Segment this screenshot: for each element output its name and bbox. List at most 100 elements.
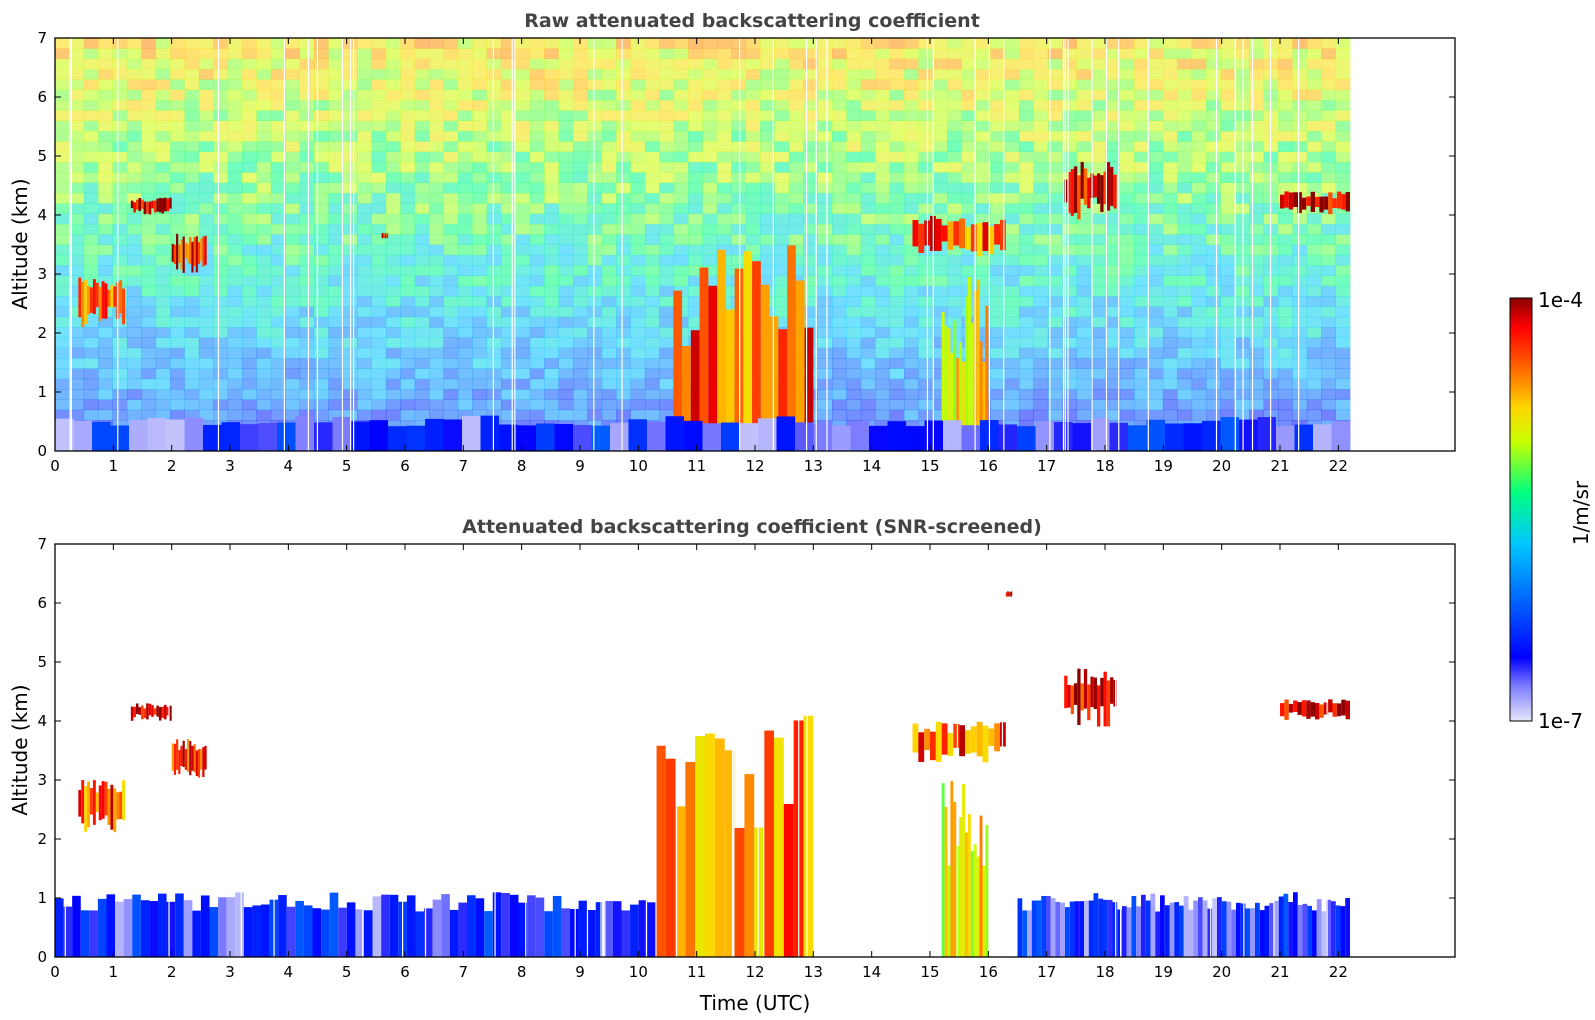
- heatmap-cell: [529, 79, 545, 91]
- heatmap-cell: [1004, 234, 1020, 245]
- heatmap-cell: [1162, 68, 1178, 80]
- heatmap-cell: [1292, 244, 1308, 256]
- heatmap-cell: [1292, 316, 1308, 328]
- heatmap-cell: [832, 254, 847, 266]
- heatmap-cell: [716, 120, 732, 132]
- heatmap-cell: [227, 79, 243, 91]
- heatmap-cell: [1335, 285, 1351, 297]
- heatmap-cell: [443, 223, 459, 235]
- heatmap-cell: [990, 378, 1006, 390]
- heatmap-cell: [486, 347, 502, 359]
- heatmap-cell: [573, 141, 588, 152]
- boundary_layer-mark: [1207, 908, 1213, 957]
- cloud-mark: [78, 789, 82, 817]
- heatmap-cell: [1335, 234, 1351, 245]
- heatmap-cell: [990, 182, 1006, 194]
- heatmap-cell: [1321, 254, 1337, 266]
- heatmap-cell: [1177, 120, 1193, 132]
- heatmap-cell: [299, 58, 315, 70]
- boundary_layer-mark: [63, 906, 73, 957]
- cloud-mark: [982, 725, 989, 763]
- heatmap-cell: [860, 203, 876, 214]
- heatmap-cell: [55, 244, 70, 256]
- heatmap-cell: [1206, 151, 1221, 163]
- heatmap-cell: [788, 79, 804, 91]
- y-tick-label: 6: [37, 88, 47, 106]
- heatmap-cell: [55, 223, 70, 235]
- heatmap-cell: [1019, 306, 1034, 318]
- heatmap-cell: [990, 68, 1006, 80]
- heatmap-cell: [860, 296, 876, 307]
- heatmap-cell: [1220, 172, 1236, 183]
- cloud-mark: [81, 281, 85, 328]
- heatmap-cell: [903, 213, 919, 225]
- boundary_layer-mark: [1183, 896, 1189, 957]
- heatmap-cell: [889, 38, 905, 49]
- heatmap-cell: [558, 182, 574, 194]
- heatmap-cell: [1335, 99, 1351, 111]
- heatmap-cell: [745, 141, 761, 152]
- heatmap-cell: [716, 99, 732, 111]
- heatmap-cell: [357, 192, 372, 204]
- heatmap-cell: [1220, 213, 1236, 225]
- heatmap-cell: [1119, 389, 1135, 400]
- heatmap-cell: [716, 58, 732, 70]
- heatmap-cell: [529, 58, 545, 70]
- heatmap-cell: [1249, 358, 1265, 369]
- heatmap-cell: [227, 327, 243, 338]
- heatmap-cell: [601, 244, 617, 256]
- heatmap-cell: [616, 337, 631, 349]
- boundary_layer-mark: [1307, 905, 1312, 957]
- heatmap-cell: [1234, 378, 1250, 390]
- heatmap-cell: [889, 254, 905, 266]
- heatmap-cell: [1062, 58, 1078, 70]
- heatmap-cell: [644, 161, 660, 173]
- heatmap-cell: [1220, 368, 1236, 380]
- cloud-mark: [1280, 703, 1285, 717]
- heatmap-cell: [716, 151, 732, 163]
- heatmap-cell: [141, 234, 157, 245]
- heatmap-cell: [227, 203, 243, 214]
- heatmap-cell: [1278, 358, 1293, 369]
- heatmap-cell: [688, 99, 703, 111]
- heatmap-cell: [55, 265, 70, 276]
- heatmap-cell: [918, 378, 934, 390]
- heatmap-cell: [688, 172, 703, 183]
- heatmap-cell: [1033, 285, 1049, 297]
- boundary_layer-mark: [628, 419, 647, 451]
- heatmap-cell: [1076, 151, 1092, 163]
- boundary_layer-mark: [527, 895, 536, 957]
- cloud-mark: [1077, 175, 1081, 220]
- heatmap-cell: [1206, 172, 1221, 183]
- heatmap-cell: [1134, 38, 1149, 49]
- boundary_layer-mark: [1041, 895, 1046, 957]
- x-tick-label: 0: [50, 457, 60, 475]
- heatmap-cell: [673, 192, 689, 204]
- heatmap-cell: [155, 337, 171, 349]
- heatmap-cell: [1033, 368, 1049, 380]
- heatmap-cell: [141, 192, 157, 204]
- heatmap-cell: [889, 172, 905, 183]
- heatmap-cell: [1148, 378, 1164, 390]
- heatmap-cell: [55, 213, 70, 225]
- heatmap-cell: [1119, 99, 1135, 111]
- heatmap-cell: [1177, 151, 1193, 163]
- heatmap-cell: [400, 234, 416, 245]
- y-tick-label: 1: [37, 889, 47, 907]
- boundary_layer-mark: [1193, 900, 1198, 957]
- heatmap-cell: [1047, 409, 1063, 421]
- heatmap-cell: [1234, 99, 1250, 111]
- heatmap-cell: [256, 409, 272, 421]
- heatmap-cell: [601, 172, 617, 183]
- heatmap-cell: [918, 265, 934, 276]
- heatmap-cell: [1292, 68, 1308, 80]
- heatmap-cell: [1249, 192, 1265, 204]
- heatmap-cell: [903, 234, 919, 245]
- heatmap-cell: [314, 368, 329, 380]
- heatmap-cell: [357, 172, 372, 183]
- heatmap-cell: [1091, 141, 1106, 152]
- heatmap-cell: [69, 306, 85, 318]
- heatmap-cell: [1076, 161, 1092, 173]
- heatmap-cell: [1148, 327, 1164, 338]
- heatmap-cell: [242, 48, 257, 60]
